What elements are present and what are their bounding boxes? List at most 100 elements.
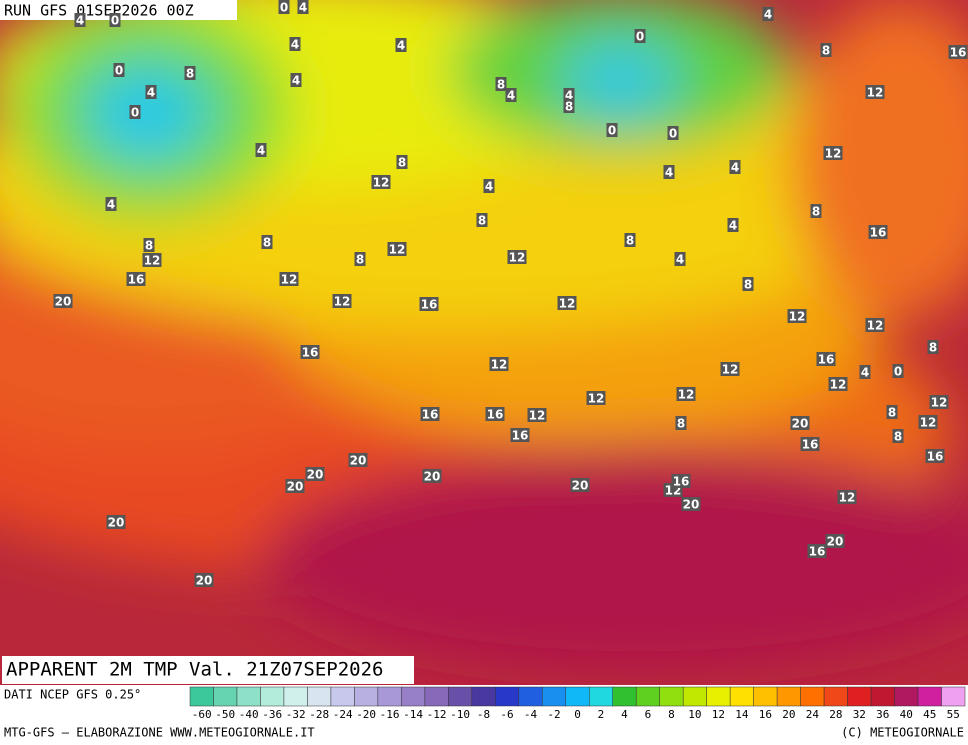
contour-label: 8 xyxy=(565,100,573,114)
contour-label-box xyxy=(557,296,577,310)
contour-label-box xyxy=(348,453,368,467)
contour-label: 8 xyxy=(263,236,271,250)
contour-label: 4 xyxy=(397,39,405,53)
colorbar-label: -36 xyxy=(262,708,282,721)
map-title: APPARENT 2M TMP Val. 21Z07SEP2026 xyxy=(6,659,384,681)
contour-label: 12 xyxy=(281,273,298,287)
contour-label-box xyxy=(681,497,701,511)
colorbar-swatch xyxy=(776,686,801,707)
contour-label-box xyxy=(106,515,126,529)
contour-label: 16 xyxy=(421,298,438,312)
contour-label: 20 xyxy=(55,295,72,309)
contour-label: 16 xyxy=(809,545,826,559)
colorbar-label: 40 xyxy=(900,708,913,721)
contour-label: 16 xyxy=(422,408,439,422)
run-box xyxy=(0,0,237,20)
colorbar-label: -2 xyxy=(547,708,560,721)
colorbar-label: -60 xyxy=(192,708,212,721)
contour-label-box xyxy=(53,294,73,308)
copyright-label: (C) METEOGIORNALE xyxy=(841,726,964,740)
contour-label: 8 xyxy=(929,341,937,355)
contour-label-box xyxy=(507,250,527,264)
contour-label: 12 xyxy=(678,388,695,402)
contour-label: 16 xyxy=(487,408,504,422)
contour-label-box xyxy=(828,377,848,391)
colorbar-label: -8 xyxy=(477,708,490,721)
contour-label: 8 xyxy=(145,239,153,253)
contour-label: 12 xyxy=(920,416,937,430)
contour-label: 12 xyxy=(722,363,739,377)
colorbar-swatch xyxy=(753,686,778,707)
contour-label-box xyxy=(807,544,827,558)
contour-label: 20 xyxy=(307,468,324,482)
contour-label: 12 xyxy=(559,297,576,311)
colorbar-swatch xyxy=(847,686,872,707)
contour-label-box xyxy=(142,253,162,267)
contour-label-box xyxy=(886,405,898,419)
contour-label-box xyxy=(606,123,618,137)
contour-label: 20 xyxy=(350,454,367,468)
contour-label-box xyxy=(570,478,590,492)
contour-label-box xyxy=(674,252,686,266)
contour-label-box xyxy=(762,7,774,21)
colorbar-label: -12 xyxy=(427,708,447,721)
contour-label: 8 xyxy=(186,67,194,81)
contour-label-box xyxy=(305,467,325,481)
contour-label: 12 xyxy=(389,243,406,257)
contour-label: 8 xyxy=(497,78,505,92)
contour-label-box xyxy=(563,99,575,113)
colorbar-label: 10 xyxy=(688,708,701,721)
contour-label-box xyxy=(126,272,146,286)
contour-label: 12 xyxy=(825,147,842,161)
contour-label: 12 xyxy=(931,396,948,410)
run-label: RUN GFS 01SEP2026 00Z xyxy=(4,2,194,20)
colorbar-swatch xyxy=(941,686,966,707)
colorbar-label: -20 xyxy=(356,708,376,721)
contour-label: 8 xyxy=(822,44,830,58)
contour-label-box xyxy=(892,429,904,443)
colorbar-swatch xyxy=(800,686,825,707)
colorbar-swatch xyxy=(354,686,379,707)
contour-label-box xyxy=(676,387,696,401)
contour-label: 12 xyxy=(144,254,161,268)
contour-label: 8 xyxy=(894,430,902,444)
contour-label-box xyxy=(624,233,636,247)
contour-label: 0 xyxy=(636,30,644,44)
source-label: DATI NCEP GFS 0.25° xyxy=(4,688,141,702)
colorbar-label: 14 xyxy=(735,708,749,721)
contour-label: 8 xyxy=(744,278,752,292)
contour-label: 4 xyxy=(861,366,869,380)
colorbar-swatch xyxy=(307,686,332,707)
colorbar-label: -24 xyxy=(333,708,353,721)
colorbar-label: -14 xyxy=(403,708,423,721)
contour-label-box xyxy=(505,88,517,102)
colorbar-swatch xyxy=(424,686,449,707)
contour-label: 4 xyxy=(485,180,493,194)
contour-label-box xyxy=(787,309,807,323)
contour-label-box xyxy=(396,155,408,169)
contour-label-box xyxy=(510,428,530,442)
contour-label: 20 xyxy=(424,470,441,484)
contour-label-box xyxy=(483,179,495,193)
contour-label-box xyxy=(387,242,407,256)
colorbar-swatch xyxy=(283,686,308,707)
contour-label-box xyxy=(790,416,810,430)
colorbar-swatch xyxy=(260,686,285,707)
contour-label-box xyxy=(837,490,857,504)
contour-label: 16 xyxy=(870,226,887,240)
contour-label-box xyxy=(948,45,968,59)
contour-label-box xyxy=(420,407,440,421)
contour-label: 12 xyxy=(334,295,351,309)
colorbar-label: 24 xyxy=(806,708,820,721)
contour-label: 20 xyxy=(196,574,213,588)
contour-label-box xyxy=(422,469,442,483)
contour-label-box xyxy=(354,252,366,266)
contour-label: 16 xyxy=(128,273,145,287)
contour-label: 8 xyxy=(812,205,820,219)
contour-label-box xyxy=(109,13,121,27)
contour-label: 20 xyxy=(792,417,809,431)
contour-label-box xyxy=(145,85,157,99)
contour-label-box xyxy=(918,415,938,429)
contour-label: 12 xyxy=(588,392,605,406)
